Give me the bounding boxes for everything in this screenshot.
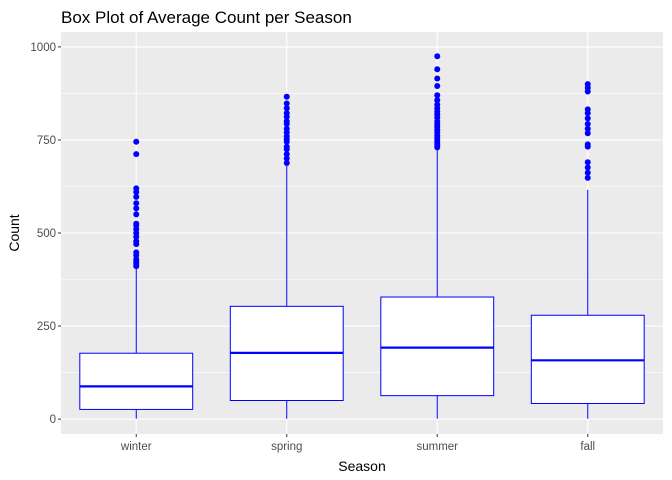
outlier-point	[584, 120, 591, 127]
outlier-point	[584, 159, 591, 166]
outlier-point	[434, 92, 441, 99]
outlier-point	[133, 185, 140, 192]
outlier-point	[283, 105, 290, 112]
outlier-point	[584, 106, 591, 113]
outlier-point	[584, 125, 591, 132]
outlier-point	[283, 143, 290, 150]
outlier-point	[434, 53, 441, 60]
y-tick-label: 500	[37, 228, 56, 240]
x-tick-label-winter: winter	[120, 441, 152, 453]
outlier-point	[133, 205, 140, 212]
y-axis: 0 250 500 750 1000	[30, 42, 61, 426]
outlier-point	[434, 82, 441, 89]
outlier-point	[584, 81, 591, 88]
outlier-point	[584, 115, 591, 122]
interquartile-box	[79, 352, 194, 410]
outlier-point	[133, 220, 140, 227]
outlier-point	[283, 93, 290, 100]
outlier-point	[133, 151, 140, 158]
x-axis-title: Season	[338, 458, 385, 474]
outlier-point	[434, 75, 441, 82]
interquartile-box	[380, 296, 495, 397]
outlier-point	[434, 101, 441, 108]
y-tick-label: 750	[37, 135, 56, 147]
x-axis: winter spring summer fall	[120, 434, 595, 453]
outlier-point	[133, 238, 140, 245]
box-winter	[79, 138, 194, 419]
x-tick-label-spring: spring	[271, 441, 302, 453]
outlier-point	[584, 169, 591, 176]
outlier-point	[283, 160, 290, 167]
outlier-point	[584, 130, 591, 137]
y-tick-label: 0	[50, 414, 56, 426]
outlier-point	[283, 125, 290, 132]
outlier-point	[133, 193, 140, 200]
outlier-point	[584, 164, 591, 171]
y-axis-title: Count	[6, 214, 22, 251]
outlier-point	[283, 118, 290, 125]
box-summer	[380, 53, 495, 419]
outlier-point	[283, 100, 290, 107]
outlier-point	[434, 97, 441, 104]
outlier-point	[283, 155, 290, 162]
outlier-point	[283, 110, 290, 117]
box-fall	[530, 81, 645, 419]
x-tick-label-fall: fall	[580, 441, 595, 453]
outlier-point	[584, 141, 591, 148]
outlier-point	[434, 66, 441, 73]
outlier-point	[283, 151, 290, 158]
x-tick-label-summer: summer	[416, 441, 458, 453]
outlier-point	[584, 174, 591, 181]
outlier-point	[133, 138, 140, 145]
y-tick-label: 250	[37, 321, 56, 333]
chart-title: Box Plot of Average Count per Season	[61, 8, 352, 27]
outlier-point	[133, 249, 140, 256]
boxes-layer	[79, 53, 645, 419]
outlier-point	[133, 211, 140, 218]
y-tick-label: 1000	[30, 42, 56, 54]
box-spring	[229, 93, 344, 419]
outlier-point	[133, 200, 140, 207]
